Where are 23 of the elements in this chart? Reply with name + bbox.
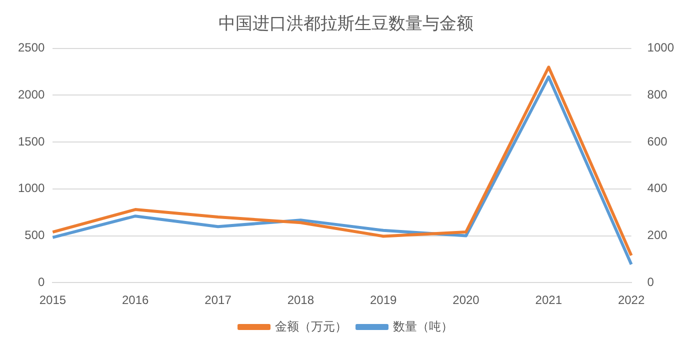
x-tick-label: 2020 — [452, 293, 480, 308]
y-tick-label: 1000 — [18, 181, 46, 196]
x-tick-label: 2019 — [370, 293, 397, 308]
y2-tick-label: 600 — [647, 134, 668, 148]
x-tick-label: 2016 — [122, 293, 150, 308]
chart-title: 中国进口洪都拉斯生豆数量与金额 — [218, 14, 474, 33]
legend-label: 金额（万元） — [275, 319, 347, 334]
x-tick-label: 2018 — [287, 293, 314, 308]
y-tick-label: 1500 — [18, 134, 46, 148]
x-tick-label: 2017 — [204, 293, 232, 308]
y2-tick-label: 200 — [647, 228, 668, 242]
y-tick-label: 2500 — [18, 40, 46, 55]
y2-tick-label: 400 — [647, 181, 668, 196]
legend-label: 数量（吨） — [393, 319, 453, 334]
y-tick-label: 2000 — [18, 88, 46, 102]
x-tick-label: 2021 — [535, 293, 562, 308]
y2-tick-label: 0 — [647, 274, 654, 289]
y-tick-label: 500 — [24, 228, 46, 242]
x-tick-label: 2022 — [618, 293, 645, 308]
y2-tick-label: 1000 — [647, 40, 674, 55]
y-tick-label: 0 — [38, 274, 46, 289]
y2-tick-label: 800 — [647, 88, 668, 102]
x-tick-label: 2015 — [39, 293, 66, 308]
